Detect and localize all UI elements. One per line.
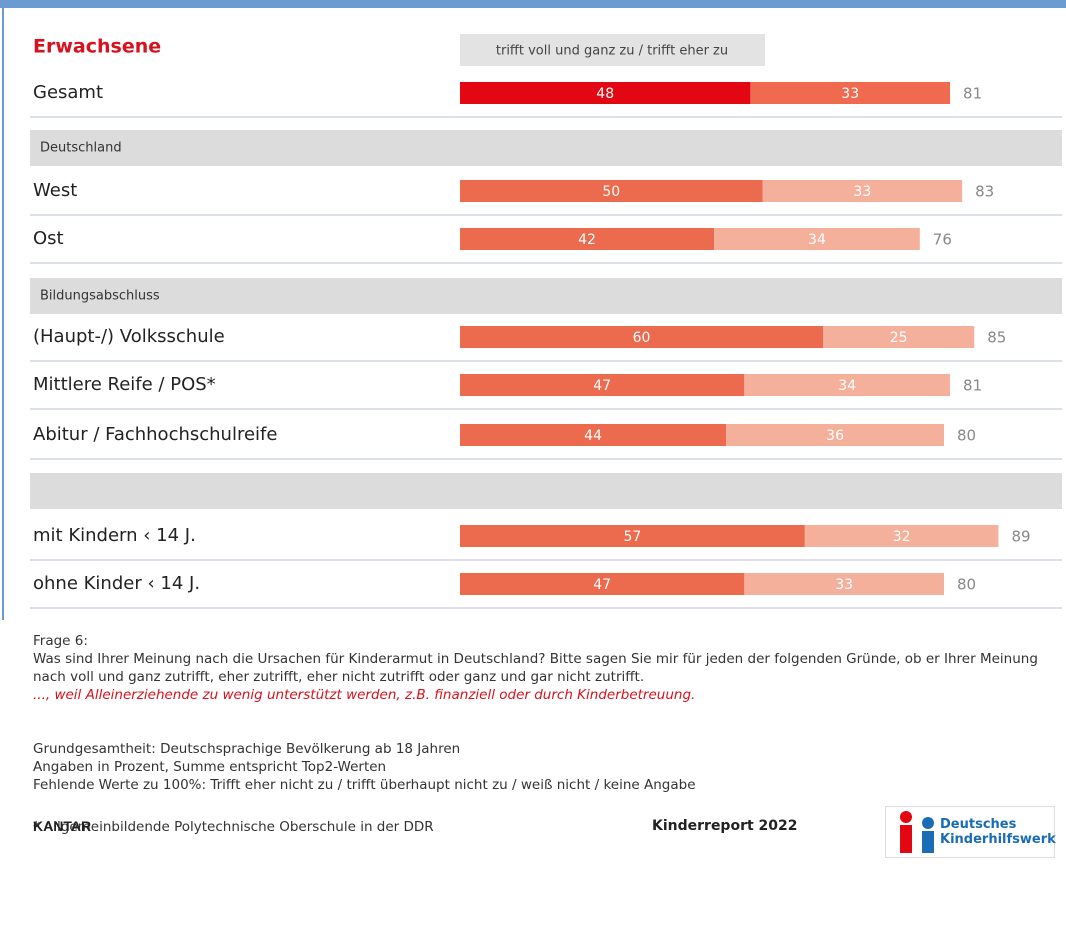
total-label: 83 bbox=[975, 183, 994, 201]
legend-box bbox=[460, 34, 765, 66]
category-label: Abitur / Fachhochschulreife bbox=[33, 424, 277, 445]
bar-segment bbox=[762, 180, 963, 202]
bar-segment bbox=[460, 180, 763, 202]
total-label: 81 bbox=[963, 85, 982, 103]
logo-line2: Kinderhilfswerk bbox=[940, 832, 1056, 847]
bar-segment bbox=[460, 374, 745, 396]
segment-label: 57 bbox=[624, 529, 642, 545]
category-label: Mittlere Reife / POS* bbox=[33, 374, 216, 395]
bar-segment bbox=[460, 525, 805, 547]
missing: Fehlende Werte zu 100%: Trifft eher nich… bbox=[33, 777, 696, 793]
bar-segment bbox=[744, 374, 951, 396]
category-label: Ost bbox=[33, 228, 64, 249]
base: Grundgesamtheit: Deutschsprachige Bevölk… bbox=[33, 741, 461, 757]
group-band bbox=[30, 130, 1062, 166]
total-label: 81 bbox=[963, 377, 982, 395]
category-label: Gesamt bbox=[33, 82, 103, 103]
source: KANTAR bbox=[33, 818, 92, 834]
group-label: Deutschland bbox=[40, 141, 122, 156]
segment-label: 36 bbox=[826, 428, 844, 444]
footnote: * Allgemeinbildende Polytechnische Obers… bbox=[33, 819, 434, 835]
group-band bbox=[30, 473, 1062, 509]
category-label: ohne Kinder ‹ 14 J. bbox=[33, 573, 200, 594]
question-label: Frage 6: bbox=[33, 633, 88, 649]
item: ..., weil Alleinerziehende zu wenig unte… bbox=[33, 687, 696, 703]
logo-line1: Deutsches bbox=[940, 817, 1017, 832]
category-label: mit Kindern ‹ 14 J. bbox=[33, 525, 196, 546]
units: Angaben in Prozent, Summe entspricht Top… bbox=[33, 759, 387, 775]
total-label: 80 bbox=[957, 576, 976, 594]
segment-label: 32 bbox=[893, 529, 911, 545]
bar-segment bbox=[460, 228, 715, 250]
segment-label: 33 bbox=[835, 577, 853, 593]
group-band bbox=[30, 278, 1062, 314]
segment-label: 50 bbox=[602, 184, 620, 200]
bar-segment bbox=[744, 573, 944, 595]
category-label: (Haupt-/) Volksschule bbox=[33, 326, 225, 347]
bar-segment bbox=[726, 424, 944, 446]
segment-label: 47 bbox=[593, 577, 611, 593]
logo: Deutsches Kinderhilfswerk bbox=[885, 806, 1056, 858]
chart: Erwachsene trifft voll und ganz zu / tri… bbox=[0, 0, 1066, 620]
segment-label: 60 bbox=[633, 330, 651, 346]
total-label: 76 bbox=[933, 231, 952, 249]
segment-label: 48 bbox=[596, 86, 614, 102]
logo-icon bbox=[900, 811, 934, 853]
question: Was sind Ihrer Meinung nach die Ursachen… bbox=[33, 651, 1038, 685]
top-bar bbox=[0, 0, 1066, 8]
total-label: 80 bbox=[957, 427, 976, 445]
bar-segment bbox=[823, 326, 975, 348]
segment-label: 44 bbox=[584, 428, 602, 444]
segment-label: 34 bbox=[808, 232, 826, 248]
left-border bbox=[2, 0, 4, 620]
bar-segment bbox=[714, 228, 920, 250]
bar-segment bbox=[460, 573, 745, 595]
total-label: 85 bbox=[987, 329, 1006, 347]
bar-segment bbox=[460, 82, 751, 104]
bar-segment bbox=[750, 82, 951, 104]
bar-segment bbox=[804, 525, 999, 547]
bar-segment bbox=[460, 424, 727, 446]
category-label: West bbox=[33, 180, 77, 201]
report: Kinderreport 2022 bbox=[652, 818, 798, 834]
total-label: 89 bbox=[1011, 528, 1030, 546]
segment-label: 25 bbox=[890, 330, 908, 346]
segment-label: 34 bbox=[838, 378, 856, 394]
legend-label: trifft voll und ganz zu / trifft eher zu bbox=[496, 44, 728, 59]
segment-label: 33 bbox=[853, 184, 871, 200]
segment-label: 47 bbox=[593, 378, 611, 394]
group-label: Bildungsabschluss bbox=[40, 289, 160, 304]
segment-label: 33 bbox=[841, 86, 859, 102]
segment-label: 42 bbox=[578, 232, 596, 248]
chart-title: Erwachsene bbox=[33, 36, 161, 58]
bar-segment bbox=[460, 326, 823, 348]
